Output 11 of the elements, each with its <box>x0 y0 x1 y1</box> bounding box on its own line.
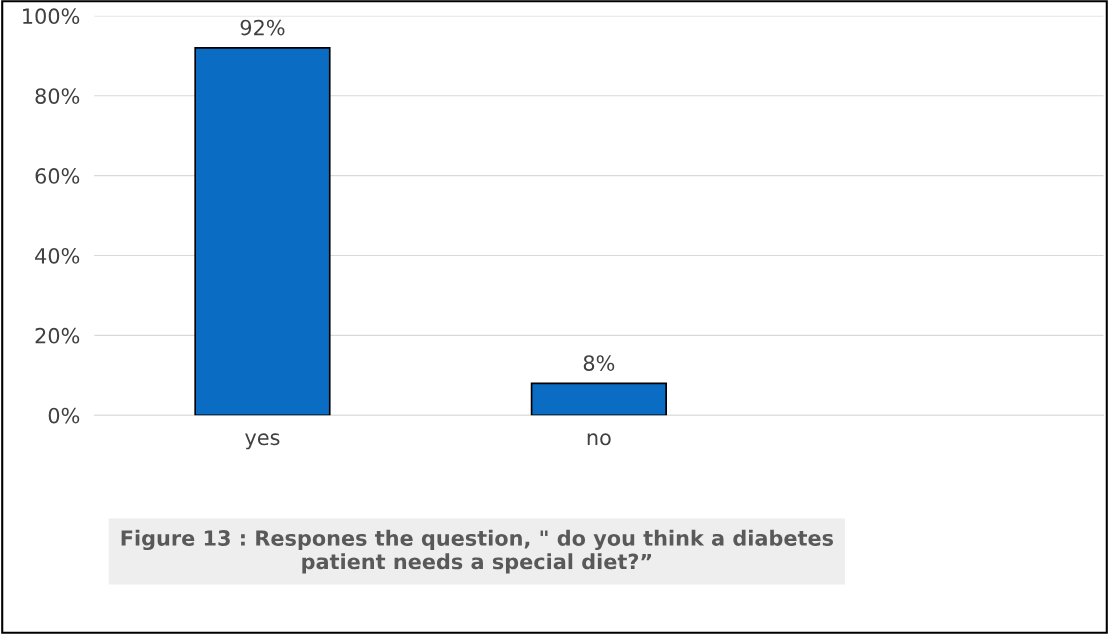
data-label: 92% <box>240 19 285 36</box>
y-tick-label: 80% <box>35 88 80 104</box>
x-tick-label: yes <box>245 433 280 450</box>
data-label: 8% <box>583 355 615 371</box>
y-tick-label: 20% <box>35 327 80 344</box>
y-tick-label: 0% <box>48 407 80 424</box>
x-tick-label: no <box>587 433 611 446</box>
y-tick-label: 60% <box>35 168 80 184</box>
y-tick-label: 100% <box>23 8 80 25</box>
caption: Figure 13 : Respones the question, " do you think a diabetes patient needs a special diet?” <box>121 529 834 574</box>
y-tick-label: 40% <box>35 247 80 264</box>
